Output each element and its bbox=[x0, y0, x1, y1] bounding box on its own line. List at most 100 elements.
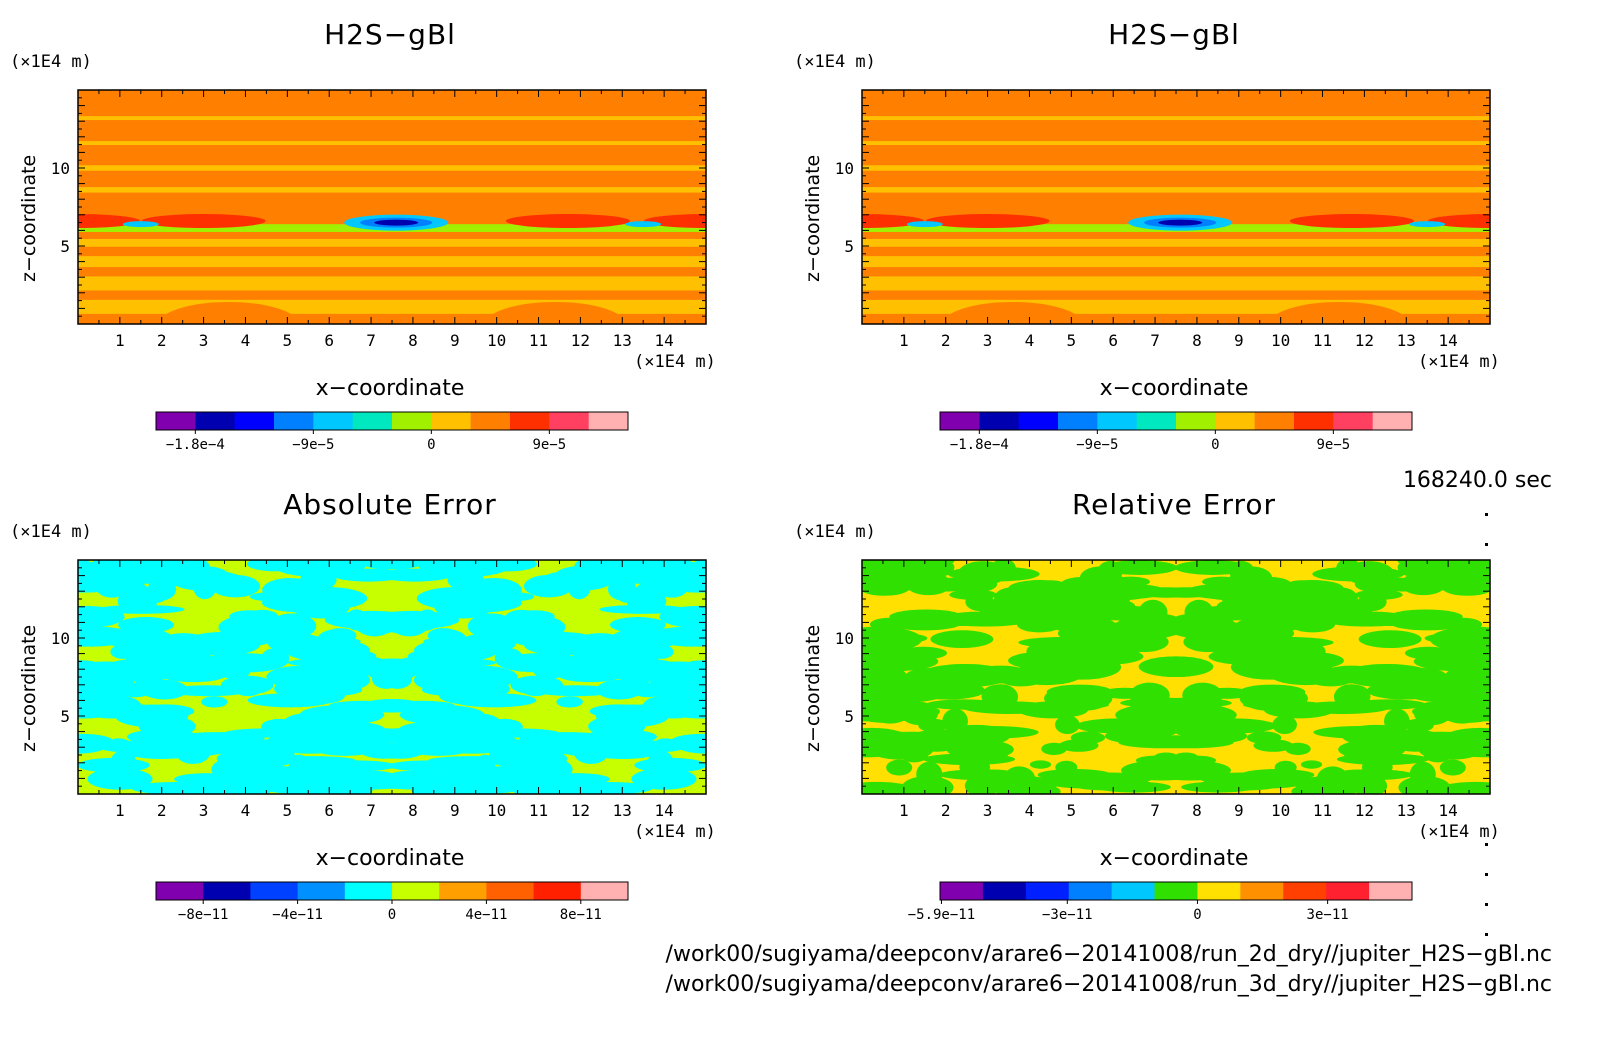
error-patch bbox=[415, 663, 493, 679]
colorbar-swatch bbox=[979, 412, 1020, 430]
error-patch bbox=[175, 742, 211, 764]
error-patch bbox=[1029, 760, 1052, 769]
error-patch bbox=[1404, 718, 1434, 733]
error-patch bbox=[494, 592, 535, 602]
x-tick-label: 3 bbox=[983, 331, 993, 350]
colorbar-swatch bbox=[352, 412, 393, 430]
x-tick-label: 8 bbox=[408, 801, 418, 820]
colorbar-swatch bbox=[1283, 882, 1327, 900]
colorbar-swatch bbox=[1369, 882, 1413, 900]
contour-band bbox=[862, 116, 1490, 121]
x-tick-label: 9 bbox=[450, 801, 460, 820]
error-patch bbox=[283, 780, 377, 794]
colorbar-swatch bbox=[549, 412, 590, 430]
error-patch bbox=[1097, 560, 1124, 581]
error-patch bbox=[167, 685, 249, 697]
error-patch bbox=[313, 760, 397, 772]
contour-band bbox=[78, 141, 706, 145]
error-patch bbox=[332, 568, 405, 582]
contour-band bbox=[78, 187, 706, 193]
error-patch bbox=[79, 694, 142, 719]
colorbar-swatch bbox=[1240, 882, 1284, 900]
error-patch bbox=[862, 651, 939, 672]
error-patch bbox=[261, 718, 298, 735]
error-patch bbox=[609, 725, 641, 745]
colorbar-swatch bbox=[1254, 412, 1295, 430]
error-patch bbox=[567, 637, 651, 661]
small-anomaly bbox=[1409, 221, 1446, 228]
y-tick-label: 10 bbox=[835, 629, 854, 648]
field bbox=[78, 90, 706, 324]
error-patch bbox=[1430, 626, 1490, 653]
x-tick-label: 6 bbox=[324, 331, 334, 350]
field bbox=[862, 560, 1490, 794]
colorbar-frame bbox=[155, 411, 629, 431]
error-patch bbox=[87, 768, 153, 790]
timestamp: 168240.0 sec bbox=[1402, 468, 1552, 493]
colorbar-swatch bbox=[313, 412, 354, 430]
colorbar-tick-label: −8e−11 bbox=[178, 907, 229, 923]
negative-anomaly bbox=[374, 219, 419, 226]
error-patch bbox=[96, 604, 185, 614]
x-unit-label: (×1E4 m) bbox=[634, 822, 716, 842]
colorbar-swatch bbox=[1068, 882, 1113, 900]
error-patch bbox=[1249, 688, 1305, 698]
error-patch bbox=[1432, 781, 1490, 794]
error-patch bbox=[1208, 647, 1291, 666]
negative-anomaly bbox=[1158, 219, 1203, 226]
decor-dot bbox=[1485, 873, 1488, 876]
field bbox=[78, 560, 706, 794]
colorbar-swatch bbox=[1097, 412, 1138, 430]
colorbar-swatch bbox=[195, 412, 236, 430]
error-patch bbox=[1300, 760, 1323, 769]
error-patch bbox=[1055, 715, 1080, 735]
colorbar-swatch bbox=[392, 412, 432, 430]
x-tick-label: 3 bbox=[983, 801, 993, 820]
y-unit-label: (×1E4 m) bbox=[10, 522, 92, 542]
contour-band bbox=[78, 256, 706, 268]
x-tick-label: 4 bbox=[241, 801, 251, 820]
error-patch bbox=[1358, 630, 1422, 649]
error-patch bbox=[520, 680, 551, 697]
error-patch bbox=[535, 685, 617, 697]
x-tick-label: 4 bbox=[241, 331, 251, 350]
error-patch bbox=[1418, 740, 1483, 760]
x-tick-label: 5 bbox=[283, 331, 293, 350]
colorbar-swatch bbox=[588, 412, 629, 430]
error-patch bbox=[1272, 715, 1297, 735]
colorbar-tick-label: 0 bbox=[388, 907, 396, 923]
error-patch bbox=[78, 757, 150, 773]
x-tick-label: 11 bbox=[1313, 331, 1332, 350]
error-patch bbox=[211, 574, 260, 598]
error-patch bbox=[358, 560, 418, 570]
error-patch bbox=[291, 663, 369, 679]
error-patch bbox=[373, 742, 426, 759]
colorbar-frame bbox=[939, 881, 1413, 901]
x-tick-label: 12 bbox=[1355, 331, 1374, 350]
positive-anomaly bbox=[1289, 214, 1414, 229]
error-patch bbox=[484, 767, 522, 781]
error-patch bbox=[655, 738, 676, 747]
y-tick-label: 5 bbox=[844, 237, 854, 256]
error-patch bbox=[78, 574, 172, 585]
x-tick-label: 5 bbox=[1067, 801, 1077, 820]
x-tick-label: 9 bbox=[450, 331, 460, 350]
colorbar-tick-label: 0 bbox=[1211, 437, 1219, 453]
contour-band bbox=[862, 276, 1490, 291]
x-tick-label: 1 bbox=[899, 801, 909, 820]
x-tick-label: 7 bbox=[366, 331, 376, 350]
contour-band bbox=[862, 165, 1490, 171]
colorbar-tick-label: 8e−11 bbox=[560, 907, 602, 923]
colorbar-tick-label: 9e−5 bbox=[1316, 437, 1350, 453]
error-patch bbox=[633, 685, 663, 698]
error-patch bbox=[261, 648, 290, 669]
colorbar-swatch bbox=[533, 882, 582, 900]
x-tick-label: 8 bbox=[1192, 331, 1202, 350]
x-axis-label: x−coordinate bbox=[315, 376, 465, 401]
error-patch bbox=[631, 768, 697, 790]
x-tick-label: 12 bbox=[571, 801, 590, 820]
x-tick-label: 7 bbox=[1150, 801, 1160, 820]
error-patch bbox=[550, 657, 635, 672]
